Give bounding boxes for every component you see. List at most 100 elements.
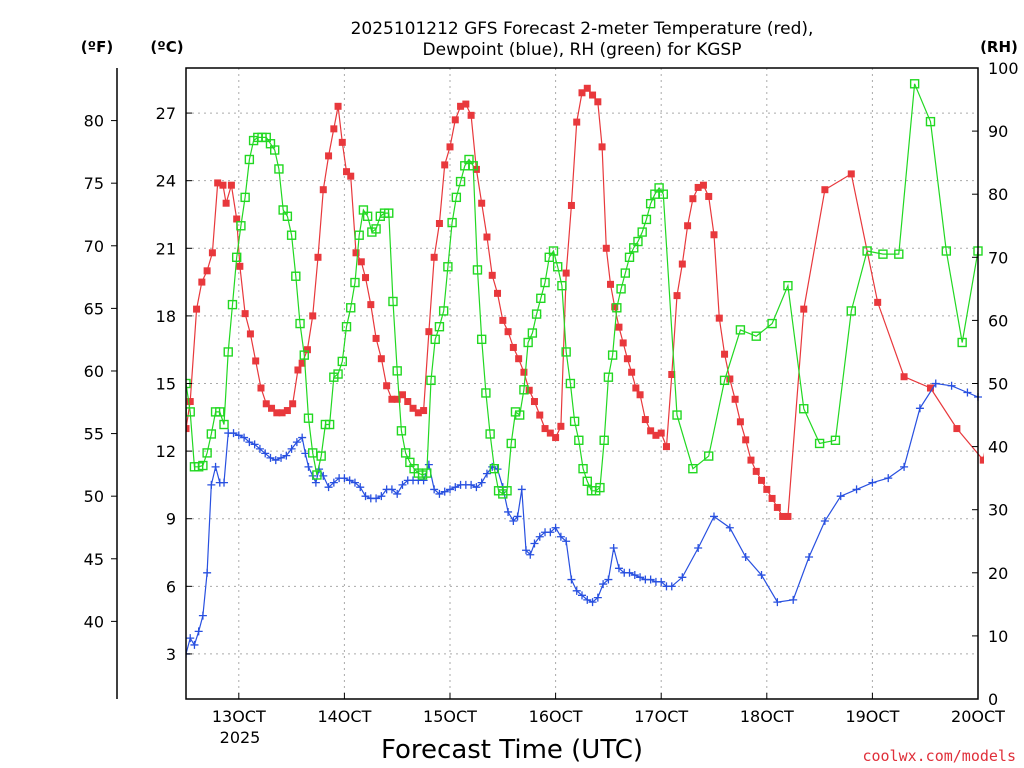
dewpoint-point [530,539,539,548]
celsius-tick-label: 9 [166,510,176,529]
2-meter-temperature-point [219,181,227,189]
rh-point [561,347,571,357]
dewpoint-point [356,483,365,492]
2-meter-temperature-point [874,298,882,306]
rh-point [688,463,698,474]
2-meter-temperature-point [343,168,351,176]
x-tick-label: 13OCT [212,707,266,726]
dewpoint-point [667,582,676,591]
rh-point [531,309,542,319]
dewpoint-point [194,627,203,636]
dewpoint-point [340,474,349,483]
2-meter-temperature-point [673,292,681,300]
dewpoint-point [636,573,645,582]
dewpoint-point [588,598,597,607]
dewpoint-point [678,573,687,582]
dewpoint-point [250,440,259,449]
dewpoint-point [311,478,320,487]
2-meter-temperature-point [186,425,190,433]
rh-point [578,463,588,474]
2-meter-temperature-point [451,116,459,124]
dewpoint-point [298,433,307,442]
rh-point [198,460,208,471]
dewpoint-point [657,577,666,586]
rh-point [574,435,584,445]
dewpoint-point [186,634,195,643]
2-meter-temperature-point [900,373,908,381]
axes: 13OCT 14OCT 15OCT 16OCT 17OCT 18OCT 19OCT 20OCT… [84,59,1019,726]
dewpoint-point [271,456,280,465]
2-meter-temperature-point [193,305,201,313]
2-meter-temperature-point [309,312,317,320]
2-meter-temperature-point [619,339,627,347]
2-meter-temperature-point [494,289,502,297]
rh-point [434,322,445,332]
rh-point [814,438,825,449]
rh-point [767,318,777,329]
2-meter-temperature-point [252,357,260,365]
2-meter-temperature-point [699,181,707,189]
rh-tick-label: 30 [988,501,1008,520]
rh-series [186,79,983,499]
2-meter-temperature-point [462,100,470,108]
rh-line [186,83,979,495]
2-meter-temperature-point [520,368,528,376]
dewpoint-point [710,512,718,521]
x-tick-label: 15OCT [423,707,477,726]
rh-tick-label: 10 [988,627,1008,646]
dewpoint-series [186,379,982,658]
rh-point [489,463,500,474]
2-meter-temperature-point [372,334,380,342]
2-meter-temperature-point [246,330,254,338]
dewpoint-point [361,492,370,501]
rh-point [303,413,314,423]
rh-point [396,426,407,436]
2-meter-temperature-point [435,219,443,227]
2-meter-temperature-point [847,170,855,178]
x-tick-label: 19OCT [845,707,899,726]
dewpoint-point [190,640,199,649]
2-meter-temperature-point [689,195,697,203]
rh-point [236,221,246,231]
dewpoint-point [329,478,338,487]
rh-point [476,334,487,345]
dewpoint-point [551,523,560,532]
x-tick-label: 16OCT [529,707,583,726]
fahrenheit-tick-label: 70 [84,237,104,256]
dewpoint-point [234,431,243,440]
rh-point [274,164,284,174]
dewpoint-point [556,532,565,541]
rh-point [400,448,411,458]
dewpoint-point [377,492,386,501]
dewpoint-point [694,544,703,553]
dewpoint-point [517,485,526,494]
celsius-tick-label: 15 [156,375,176,394]
dewpoint-point [630,571,639,580]
2-meter-temperature-point [602,244,610,252]
rh-point [553,262,563,272]
2-meter-temperature-point [662,443,670,451]
rh-point [422,468,432,478]
2-meter-temperature-point [352,249,360,257]
2-meter-temperature-point [573,118,581,126]
rh-point [894,249,904,259]
dewpoint-point [546,528,555,537]
dewpoint-point [387,485,396,494]
dewpoint-point [963,388,972,397]
rh-point [704,451,714,461]
dewpoint-point [931,379,940,388]
dewpoint-point [482,469,491,478]
2-meter-temperature-point [236,262,244,270]
dewpoint-point [583,595,592,604]
rh-point [878,249,888,259]
2-meter-temperature-point [800,305,808,313]
2-meter-temperature-point [446,143,454,151]
2-meter-temperature-point [186,398,194,406]
celsius-tick-label: 6 [166,577,176,596]
dewpoint-point [522,546,531,555]
dewpoint-point [240,433,249,442]
rh-point [925,116,936,127]
year-label: 2025 [220,728,261,747]
2-meter-temperature-point [758,476,766,484]
celsius-tick-label: 21 [156,239,176,258]
